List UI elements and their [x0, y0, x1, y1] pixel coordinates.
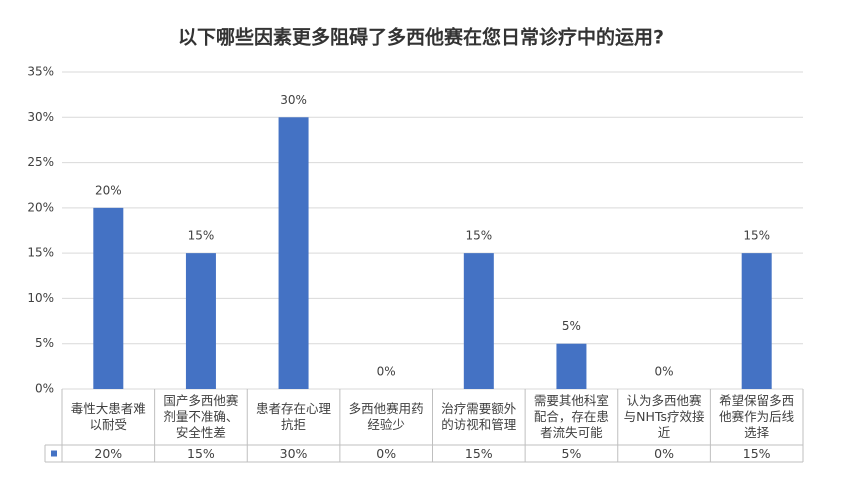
category-cell: 治疗需要额外的访视和管理: [441, 401, 517, 432]
chart-title: 以下哪些因素更多阻碍了多西他赛在您日常诊疗中的运用?: [178, 26, 664, 49]
data-label: 15%: [743, 229, 770, 243]
data-label: 15%: [188, 229, 215, 243]
bar: [93, 207, 124, 389]
category-cell: 毒性大患者难以耐受: [70, 401, 146, 432]
table-value-cell: 20%: [94, 445, 123, 461]
bar: [278, 117, 309, 390]
bar: [185, 253, 216, 389]
bar: [463, 253, 494, 389]
legend-key: [51, 450, 57, 457]
y-tick-label: 5%: [35, 336, 54, 350]
category-cell: 多西他赛用药经验少: [348, 401, 424, 432]
data-label: 0%: [655, 365, 674, 379]
category-cell: 国产多西他赛剂量不准确、安全性差: [163, 393, 239, 440]
table-value-cell: 5%: [561, 445, 582, 461]
y-tick-label: 35%: [27, 65, 54, 79]
table-value-cell: 30%: [279, 445, 308, 461]
category-cell: 患者存在心理抗拒: [256, 401, 332, 432]
category-cell: 认为多西他赛与NHTs疗效接近: [623, 393, 705, 440]
data-label: 15%: [465, 229, 492, 243]
y-tick-label: 25%: [27, 155, 54, 169]
table-value-cell: 0%: [654, 445, 674, 461]
category-cell: 希望保留多西他赛作为后线选择: [719, 393, 795, 440]
data-label: 20%: [95, 183, 122, 197]
data-label: 0%: [377, 365, 396, 379]
data-label: 5%: [562, 319, 581, 333]
category-cell: 需要其他科室配合，存在患者流失可能: [533, 393, 609, 440]
y-tick-label: 0%: [35, 382, 54, 396]
y-tick-label: 15%: [27, 246, 54, 260]
y-tick-label: 20%: [27, 200, 54, 214]
table-value-cell: 15%: [464, 445, 493, 461]
table-value-cell: 15%: [187, 445, 215, 461]
bar: [741, 253, 772, 389]
y-tick-label: 10%: [27, 291, 54, 305]
bar: [556, 343, 587, 389]
y-tick-label: 30%: [27, 110, 54, 124]
data-label: 30%: [280, 93, 307, 107]
table-value-cell: 0%: [376, 445, 397, 461]
table-value-cell: 15%: [742, 445, 771, 461]
